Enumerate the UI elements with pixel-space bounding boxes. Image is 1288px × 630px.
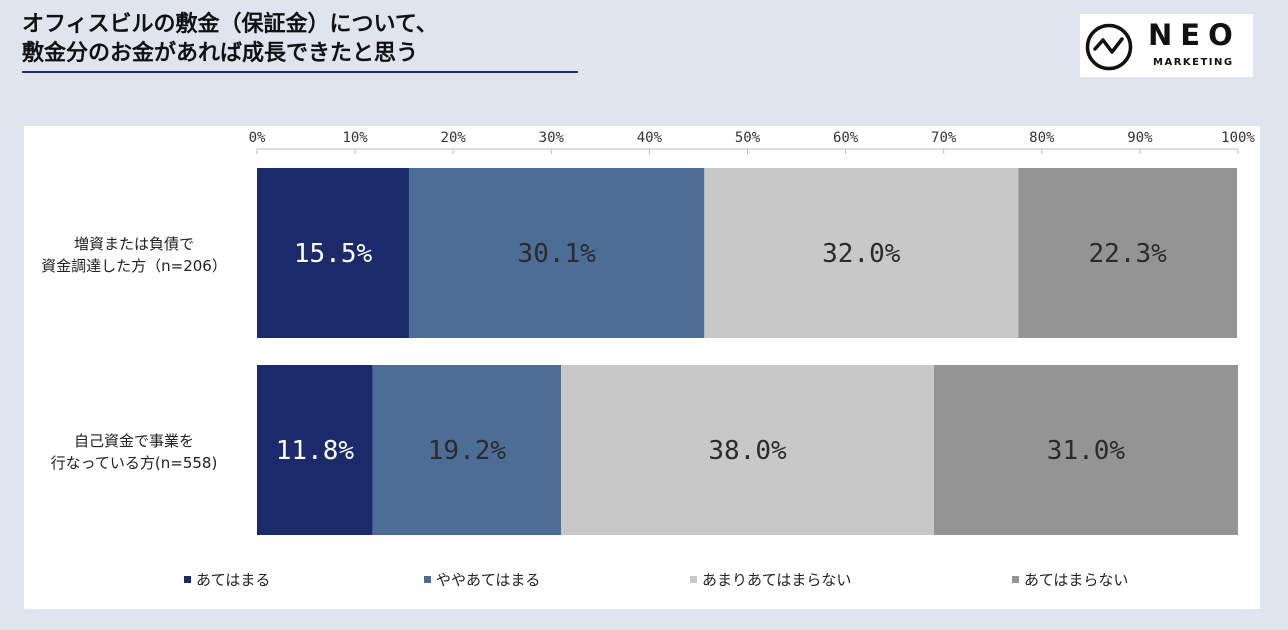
legend-swatch <box>184 576 191 583</box>
chart-title: オフィスビルの敷金（保証金）について、 敷金分のお金があれば成長できたと思う <box>22 10 582 73</box>
data-label: 19.2% <box>428 436 507 466</box>
title-line-1: オフィスビルの敷金（保証金）について、 <box>22 12 438 37</box>
bar-segment <box>409 168 705 338</box>
legend-item: あてはまらない <box>1012 569 1128 590</box>
data-label: 22.3% <box>1088 239 1167 269</box>
logo-wordmark: NEO <box>1148 18 1241 52</box>
bar-segment <box>1018 168 1238 338</box>
x-tick-label: 70% <box>931 130 957 146</box>
bar-segment <box>561 365 934 535</box>
legend-label: あてはまる <box>196 571 271 589</box>
category-label: 自己資金で事業を <box>74 432 194 450</box>
x-tick-label: 50% <box>735 130 761 146</box>
legend-item: あまりあてはまらない <box>690 569 851 590</box>
data-label: 30.1% <box>518 239 597 269</box>
title-underline <box>22 71 578 73</box>
chart-legend: あてはまる ややあてはまる あまりあてはまらない あてはまらない <box>184 569 1284 589</box>
x-tick-label: 60% <box>833 130 859 146</box>
x-tick-label: 80% <box>1029 130 1055 146</box>
legend-swatch <box>424 576 431 583</box>
legend-item: あてはまる <box>184 569 270 590</box>
x-tick-label: 0% <box>249 130 266 146</box>
chart-panel: 0% 10% 20% 30% 40% 50% 60% 70% 80% 90% 100% 増資または負債… <box>24 126 1260 609</box>
bar-segment <box>933 365 1238 535</box>
category-label: 増資または負債で <box>74 235 194 253</box>
bar-segment <box>704 168 1019 338</box>
data-label: 32.0% <box>822 239 901 269</box>
stacked-bar-chart: 0% 10% 20% 30% 40% 50% 60% 70% 80% 90% 100% 増資または負債… <box>41 130 1255 535</box>
category-label: 資金調達した方（n=206） <box>41 257 227 275</box>
x-tick-label: 10% <box>342 130 368 146</box>
data-label: 11.8% <box>276 436 355 466</box>
legend-label: あまりあてはまらない <box>702 571 852 589</box>
logo-subtitle: MARKETING <box>1153 57 1234 68</box>
legend-item: ややあてはまる <box>424 569 540 590</box>
title-line-2: 敷金分のお金があれば成長できたと思う <box>22 41 419 66</box>
x-tick-label: 90% <box>1127 130 1153 146</box>
legend-label: ややあてはまる <box>436 571 541 589</box>
legend-swatch <box>1012 576 1019 583</box>
category-label: 行なっている方(n=558) <box>51 454 218 472</box>
neo-marketing-logo: NEO MARKETING <box>1080 14 1253 77</box>
bar-segment <box>372 365 562 535</box>
logo-pulse-icon <box>1085 23 1133 71</box>
bar-segment <box>257 168 410 338</box>
x-tick-label: 20% <box>441 130 467 146</box>
x-tick-label: 100% <box>1221 130 1255 146</box>
legend-swatch <box>690 576 697 583</box>
bar-segment <box>257 365 373 535</box>
x-tick-label: 30% <box>539 130 565 146</box>
data-label: 15.5% <box>294 239 373 269</box>
data-label: 38.0% <box>708 436 787 466</box>
x-tick-label: 40% <box>637 130 663 146</box>
data-label: 31.0% <box>1047 436 1126 466</box>
legend-label: あてはまらない <box>1024 571 1129 589</box>
